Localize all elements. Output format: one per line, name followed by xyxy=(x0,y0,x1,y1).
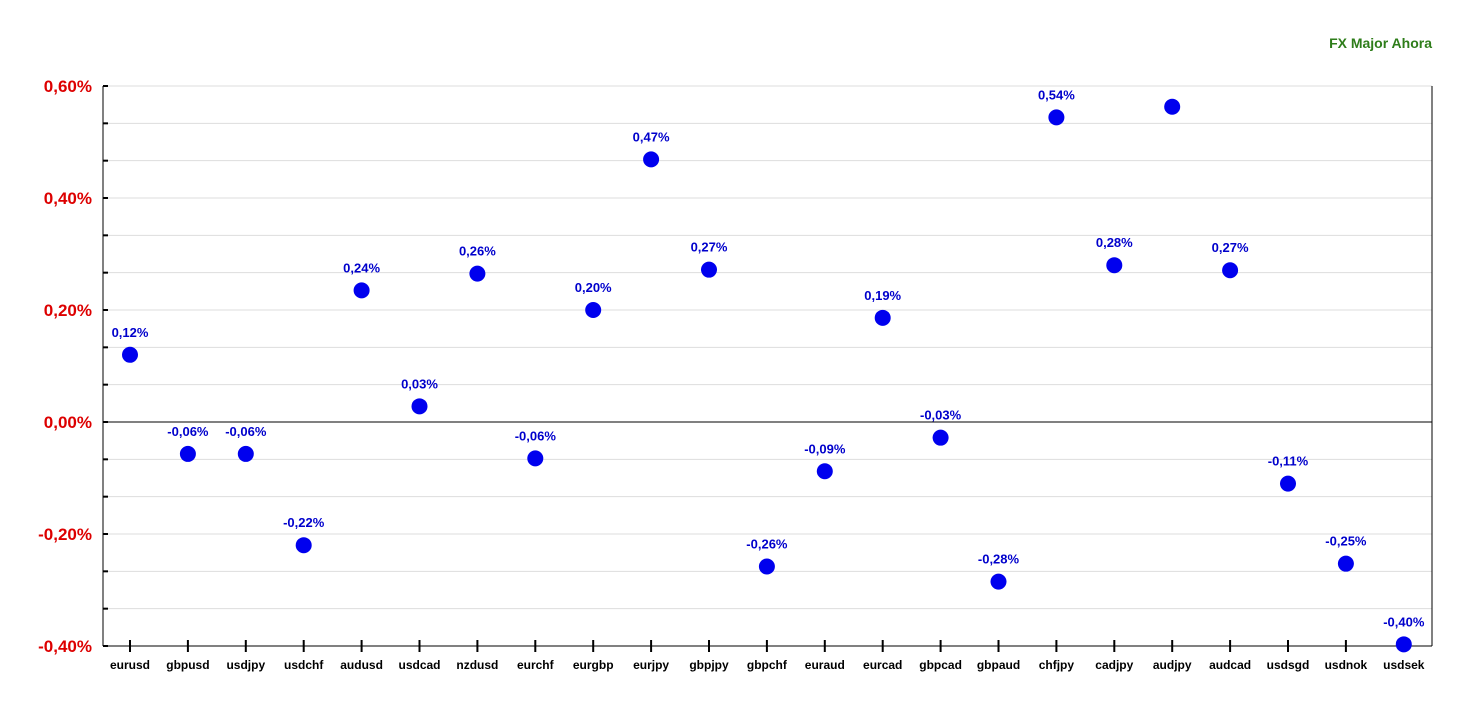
data-point xyxy=(1337,555,1354,572)
data-label: -0,06% xyxy=(225,424,267,439)
x-tick-label: usdsek xyxy=(1383,658,1425,672)
x-tick-label: euraud xyxy=(805,658,845,672)
data-point xyxy=(990,573,1007,590)
data-label: -0,06% xyxy=(515,428,557,443)
axes xyxy=(102,85,1433,652)
data-point xyxy=(1280,475,1296,492)
chart-title: FX Major Ahora xyxy=(1329,35,1432,51)
x-tick-label: gbpcad xyxy=(919,658,962,672)
data-label: -0,11% xyxy=(1268,454,1309,469)
data-points xyxy=(122,98,1412,653)
x-tick-label: chfjpy xyxy=(1039,658,1075,672)
data-point xyxy=(1106,257,1123,274)
x-tick-label: gbpaud xyxy=(977,658,1020,672)
data-point xyxy=(179,445,196,462)
y-tick-label: 0,40% xyxy=(44,189,92,208)
data-point xyxy=(816,463,833,480)
data-point xyxy=(237,445,254,462)
x-tick-label: eurjpy xyxy=(633,658,669,672)
data-point xyxy=(758,558,775,575)
data-label: 0,54% xyxy=(1038,87,1075,102)
data-point xyxy=(585,302,602,318)
x-tick-label: eurusd xyxy=(110,658,150,672)
x-tick-label: usdsgd xyxy=(1267,658,1310,672)
data-point xyxy=(643,151,660,168)
x-tick-label: audusd xyxy=(340,658,383,672)
data-point xyxy=(411,398,428,415)
data-label: -0,40% xyxy=(1383,614,1425,629)
x-tick-label: usdcad xyxy=(398,658,440,672)
x-tick-label: usdnok xyxy=(1325,658,1368,672)
x-tick-label: usdjpy xyxy=(226,658,265,672)
x-tick-label: audcad xyxy=(1209,658,1251,672)
y-tick-label: 0,60% xyxy=(44,77,92,96)
data-point xyxy=(295,537,312,554)
data-label: -0,25% xyxy=(1325,534,1367,549)
y-tick-label: 0,00% xyxy=(44,413,92,432)
data-label: 0,03% xyxy=(401,376,438,391)
grid-lines xyxy=(103,85,1432,610)
data-point xyxy=(932,429,949,446)
x-tick-label: gbpjpy xyxy=(689,658,729,672)
y-tick-label: 0,20% xyxy=(44,301,92,320)
data-label: -0,22% xyxy=(283,515,325,530)
x-tick-label: eurgbp xyxy=(573,658,614,672)
y-tick-label: -0,40% xyxy=(38,637,92,656)
data-label: -0,09% xyxy=(804,441,846,456)
y-axis-tick-labels: 0,60% 0,40% 0,20% 0,00% -0,20% -0,40% xyxy=(38,77,92,656)
x-tick-label: eurcad xyxy=(863,658,902,672)
data-label: 0,28% xyxy=(1096,235,1133,250)
y-tick-label: -0,20% xyxy=(38,525,92,544)
data-label: 0,19% xyxy=(864,288,901,303)
x-tick-label: eurchf xyxy=(517,658,555,672)
x-tick-label: nzdusd xyxy=(456,658,498,672)
data-point xyxy=(1048,109,1065,126)
x-tick-label: usdchf xyxy=(284,658,324,672)
data-label: 0,27% xyxy=(691,240,728,255)
data-point xyxy=(1395,636,1412,653)
x-tick-label: gbpchf xyxy=(747,658,788,672)
data-point xyxy=(701,261,717,278)
data-label: 0,20% xyxy=(575,280,612,295)
data-label: 0,12% xyxy=(112,325,149,340)
data-label: 0,27% xyxy=(1212,240,1249,255)
x-axis-tick-labels: eurusd gbpusd usdjpy usdchf audusd usdcad nzdu… xyxy=(110,658,1425,672)
data-label: -0,03% xyxy=(920,408,962,423)
x-tick-label: cadjpy xyxy=(1095,658,1133,672)
data-label: -0,26% xyxy=(746,536,788,551)
x-tick-label: audjpy xyxy=(1153,658,1192,672)
data-point xyxy=(527,450,544,467)
data-label: -0,06% xyxy=(167,424,209,439)
data-label: -0,28% xyxy=(978,552,1020,567)
data-point xyxy=(353,282,370,299)
data-label: 0,47% xyxy=(633,129,670,144)
data-labels: 0,12% -0,06% -0,06% -0,22% 0,24% 0,03% 0,26% -0… xyxy=(112,87,1425,629)
data-point xyxy=(1222,262,1239,279)
data-label: 0,24% xyxy=(343,260,380,275)
data-label: 0,26% xyxy=(459,244,496,259)
data-point xyxy=(874,309,891,326)
data-point xyxy=(1164,98,1181,115)
data-point xyxy=(122,346,138,363)
x-tick-label: gbpusd xyxy=(166,658,209,672)
data-point xyxy=(469,265,486,282)
